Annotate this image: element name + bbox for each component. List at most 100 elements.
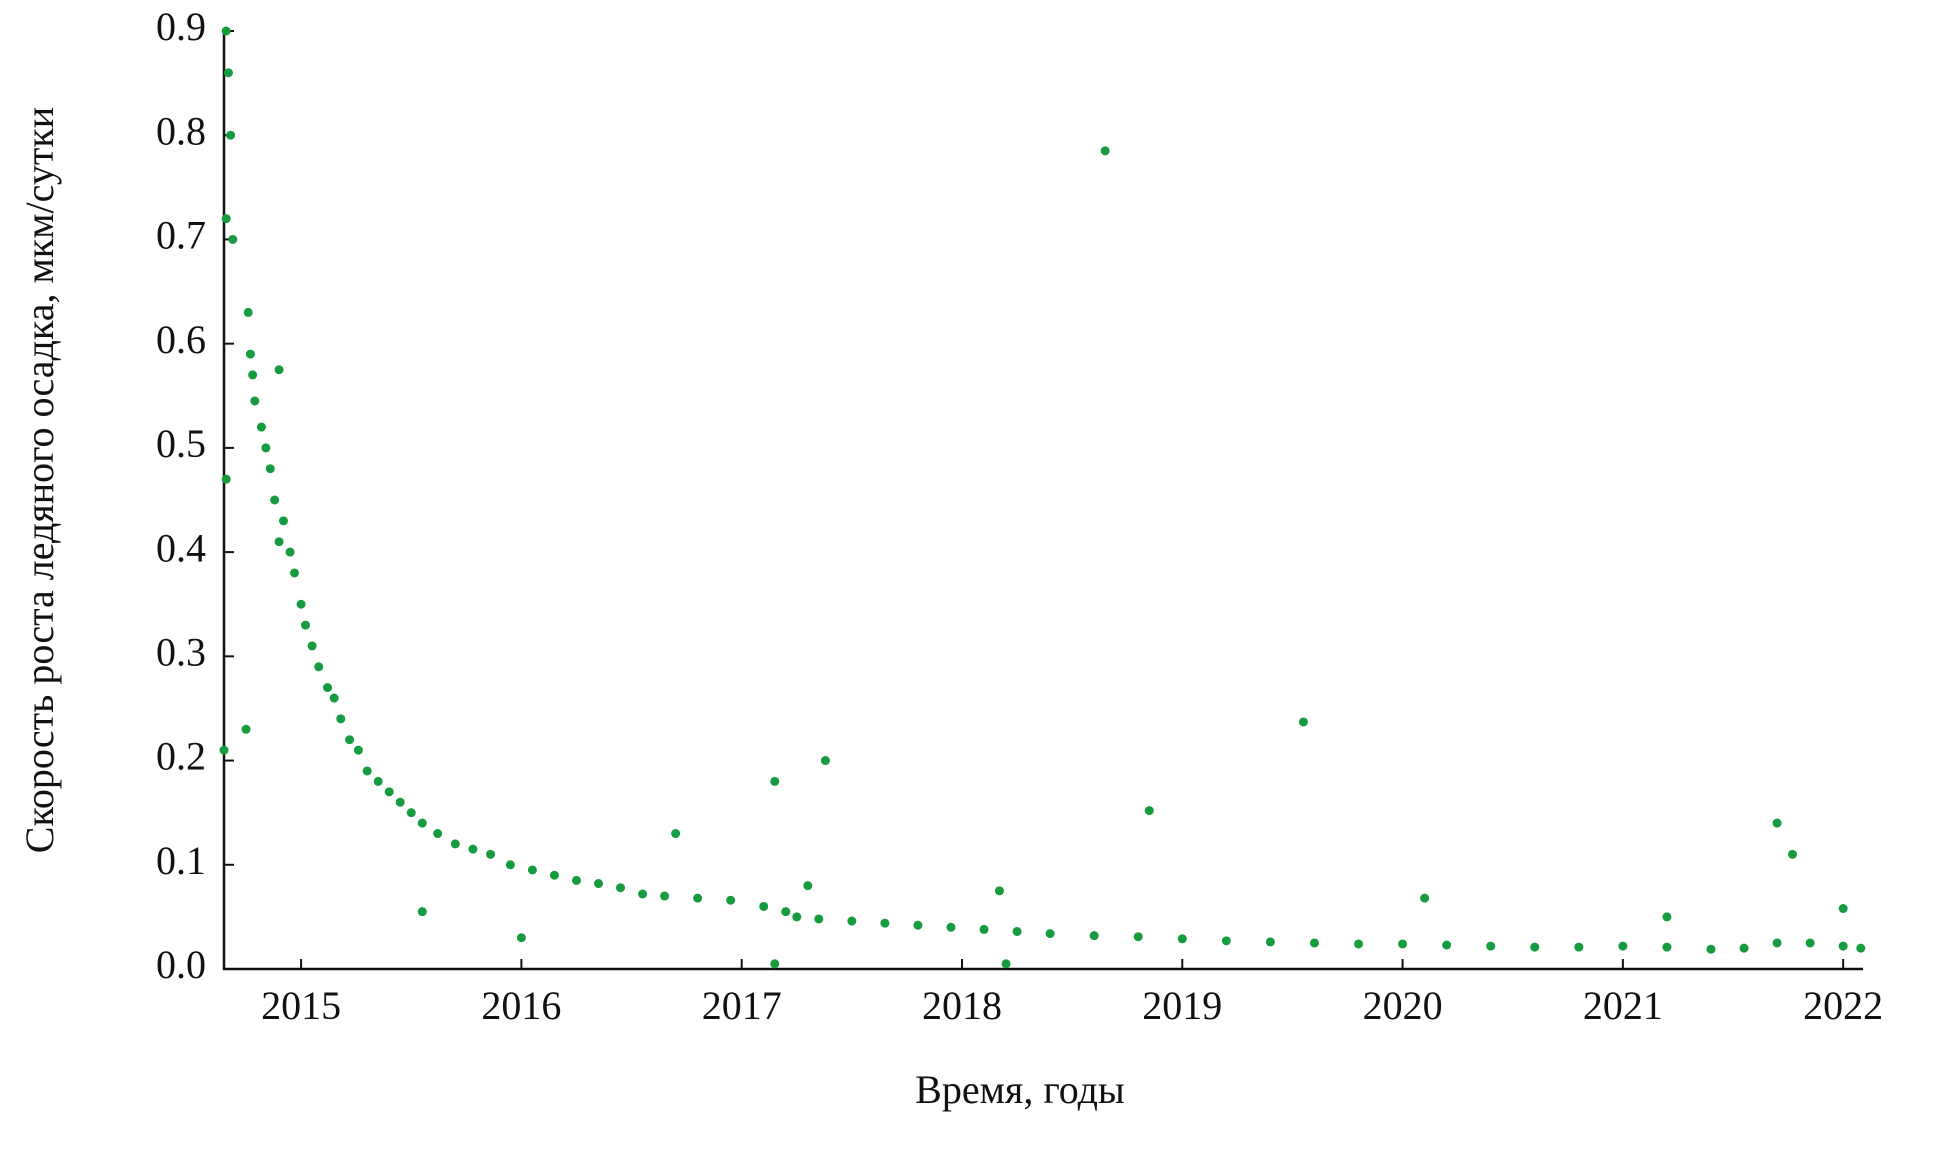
point — [1309, 938, 1319, 948]
point — [1265, 937, 1275, 947]
x-tick-label: 2017 — [702, 983, 782, 1028]
point — [285, 547, 295, 557]
point — [226, 130, 236, 140]
point — [221, 26, 231, 36]
y-tick-label: 0.0 — [156, 942, 206, 987]
point — [228, 234, 238, 244]
point — [994, 886, 1004, 896]
point — [323, 683, 333, 693]
point — [1530, 942, 1540, 952]
point — [274, 537, 284, 547]
point — [433, 829, 443, 839]
point — [516, 933, 526, 943]
point — [1045, 929, 1055, 939]
point — [248, 370, 258, 380]
x-tick-label: 2020 — [1363, 983, 1443, 1028]
point — [671, 829, 681, 839]
point — [278, 516, 288, 526]
point — [221, 214, 231, 224]
y-tick-label: 0.2 — [156, 734, 206, 779]
point — [468, 844, 478, 854]
point — [571, 875, 581, 885]
point — [301, 620, 311, 630]
point — [693, 893, 703, 903]
point — [250, 396, 260, 406]
point — [417, 907, 427, 917]
point — [274, 365, 284, 375]
point — [289, 568, 299, 578]
point — [638, 889, 648, 899]
point — [362, 766, 372, 776]
y-axis-label: Скорость роста ледяного осадка, мкм/сутк… — [17, 107, 62, 853]
point — [223, 68, 233, 78]
point — [1772, 818, 1782, 828]
point — [1856, 943, 1866, 953]
point — [1838, 904, 1848, 914]
point — [616, 883, 626, 893]
x-axis-label: Время, годы — [915, 1067, 1125, 1112]
point — [241, 724, 251, 734]
point — [406, 808, 416, 818]
point — [979, 924, 989, 934]
point — [1001, 959, 1011, 969]
point — [1838, 941, 1848, 951]
point — [1662, 912, 1672, 922]
point — [307, 641, 317, 651]
x-tick-label: 2016 — [481, 983, 561, 1028]
point — [1574, 942, 1584, 952]
point — [913, 920, 923, 930]
point — [395, 797, 405, 807]
y-tick-label: 0.7 — [156, 213, 206, 258]
point — [1133, 932, 1143, 942]
point — [345, 735, 355, 745]
point — [314, 662, 324, 672]
y-tick-label: 0.4 — [156, 525, 206, 570]
y-tick-label: 0.3 — [156, 630, 206, 675]
point — [1354, 939, 1364, 949]
point — [1420, 893, 1430, 903]
point — [1805, 938, 1815, 948]
point — [296, 599, 306, 609]
x-tick-label: 2022 — [1803, 983, 1883, 1028]
point — [256, 422, 266, 432]
point — [505, 860, 515, 870]
point — [1442, 940, 1452, 950]
point — [594, 879, 604, 889]
point — [1739, 943, 1749, 953]
point — [450, 839, 460, 849]
point — [219, 745, 229, 755]
point — [1221, 936, 1231, 946]
point — [417, 818, 427, 828]
y-tick-label: 0.6 — [156, 317, 206, 362]
point — [486, 849, 496, 859]
y-tick-label: 0.1 — [156, 838, 206, 883]
x-tick-label: 2018 — [922, 983, 1002, 1028]
point — [373, 776, 383, 786]
point — [1298, 717, 1308, 727]
point — [1788, 849, 1798, 859]
point — [660, 891, 670, 901]
point — [1662, 942, 1672, 952]
point — [1100, 146, 1110, 156]
point — [820, 756, 830, 766]
point — [1706, 944, 1716, 954]
y-tick-label: 0.9 — [156, 4, 206, 49]
point — [336, 714, 346, 724]
point — [847, 916, 857, 926]
point — [1177, 934, 1187, 944]
point — [814, 914, 824, 924]
point — [792, 912, 802, 922]
point — [527, 865, 537, 875]
point — [1012, 926, 1022, 936]
point — [770, 959, 780, 969]
point — [1772, 938, 1782, 948]
point — [759, 901, 769, 911]
point — [1398, 939, 1408, 949]
point — [1618, 941, 1628, 951]
point — [270, 495, 280, 505]
point — [781, 907, 791, 917]
point — [1486, 941, 1496, 951]
x-tick-label: 2019 — [1142, 983, 1222, 1028]
